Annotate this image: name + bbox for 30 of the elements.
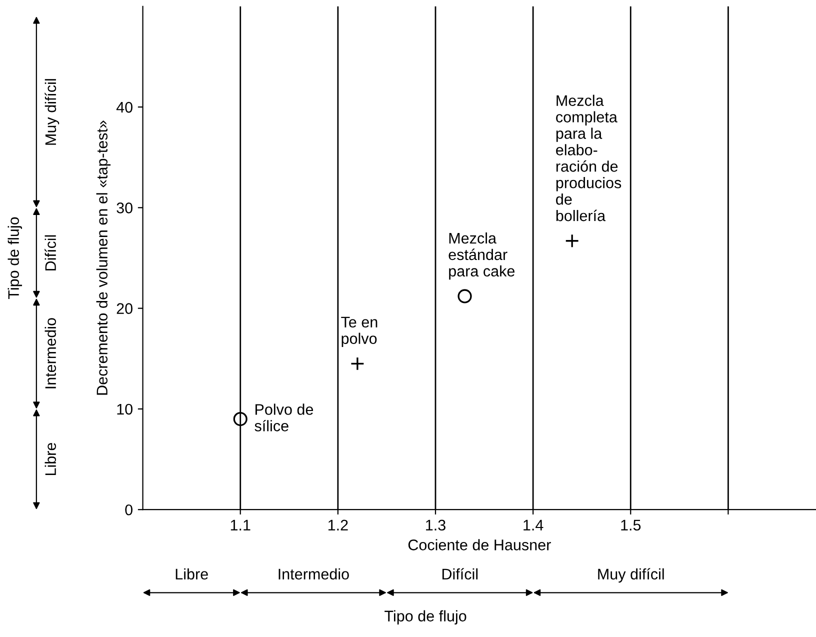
x-tick-label: 1.2	[328, 520, 348, 530]
annotation: Mezcla completa para la elabo- ración de producios de bollería	[556, 94, 622, 222]
text: Libre	[176, 568, 208, 580]
text: Difícil	[442, 568, 478, 580]
annotation: Polvo de sílice	[254, 404, 314, 432]
text: Tipo de flujo	[384, 610, 466, 624]
x-tick-label: 1.3	[426, 520, 446, 531]
annotation: Te en polvo	[341, 316, 378, 347]
point	[350, 356, 364, 371]
y-axis-title: Decremento de volumen en el «tap-test»	[96, 120, 111, 395]
text: Intermedio	[278, 568, 349, 580]
x-tick-label: 1.1	[230, 520, 250, 530]
y-tick-label: 0	[125, 504, 132, 516]
y-tick-label: 20	[116, 303, 132, 314]
y-tick-label: 40	[116, 102, 132, 113]
point	[565, 234, 580, 248]
y-tick-label: 30	[116, 202, 132, 214]
text: Libre	[44, 442, 56, 476]
text: Muy difícil	[598, 568, 664, 583]
text: Tipo de flujo	[8, 217, 22, 299]
x-tick-label: 1.5	[621, 520, 641, 531]
x-tick-label: 1.4	[524, 520, 544, 530]
x-axis-title: Cociente de Hausner	[408, 539, 551, 550]
point	[458, 289, 472, 304]
annotation: Mezcla estándar para cake	[448, 232, 515, 280]
text: Difícil	[44, 235, 56, 270]
text: Muy difícil	[44, 79, 60, 145]
text: Intermedio	[44, 318, 56, 388]
y-tick-label: 10	[117, 404, 132, 415]
point	[233, 412, 248, 426]
